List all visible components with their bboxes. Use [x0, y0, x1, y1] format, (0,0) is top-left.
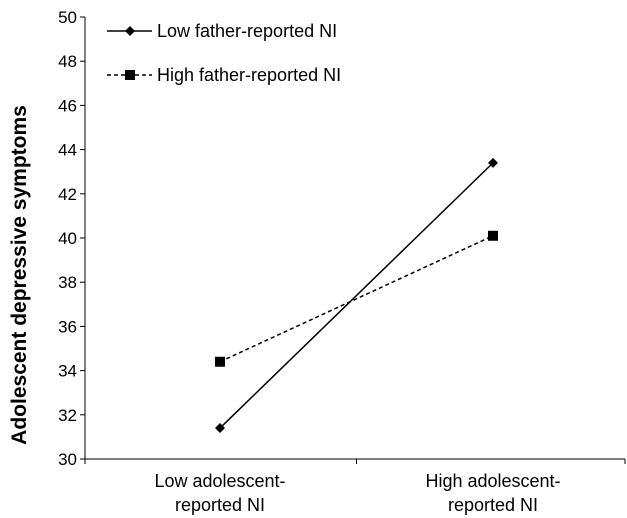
y-tick-label: 38 — [58, 273, 77, 292]
y-tick-label: 46 — [58, 96, 77, 115]
legend: Low father-reported NI High father-report… — [107, 21, 341, 85]
y-tick-label: 32 — [58, 406, 77, 425]
series-line — [219, 162, 494, 429]
data-point — [488, 157, 498, 168]
data-point — [488, 230, 498, 241]
x-category-label: Low adolescent-reported NI — [154, 471, 285, 515]
legend-label: High father-reported NI — [157, 65, 341, 85]
series-line — [219, 235, 494, 363]
x-category-label: High adolescent-reported NI — [425, 471, 560, 515]
y-tick-label: 50 — [58, 8, 77, 27]
legend-item: High father-reported NI — [107, 65, 341, 85]
plot-area — [215, 157, 498, 434]
series-1 — [215, 157, 498, 434]
series-2 — [215, 230, 498, 367]
y-tick-label: 42 — [58, 185, 77, 204]
y-axis-label: Adolescent depressive symptoms — [8, 105, 31, 445]
x-category-label-line: reported NI — [175, 495, 265, 515]
legend-label: Low father-reported NI — [157, 21, 337, 41]
data-point — [215, 356, 225, 367]
y-tick-label: 34 — [58, 362, 77, 381]
legend-item: Low father-reported NI — [107, 21, 337, 41]
y-tick-label: 40 — [58, 229, 77, 248]
y-tick-label: 30 — [58, 450, 77, 469]
legend-marker — [125, 70, 135, 80]
data-point — [215, 423, 225, 434]
x-category-label-line: reported NI — [448, 495, 538, 515]
y-axis: 30 32 34 36 38 40 42 44 46 48 50 — [58, 8, 86, 469]
y-tick-label: 48 — [58, 52, 77, 71]
x-category-label-line: High adolescent- — [425, 471, 560, 491]
legend-marker — [125, 26, 135, 36]
y-tick-label: 44 — [58, 141, 77, 160]
y-tick-label: 36 — [58, 317, 77, 336]
x-category-label-line: Low adolescent- — [154, 471, 285, 491]
